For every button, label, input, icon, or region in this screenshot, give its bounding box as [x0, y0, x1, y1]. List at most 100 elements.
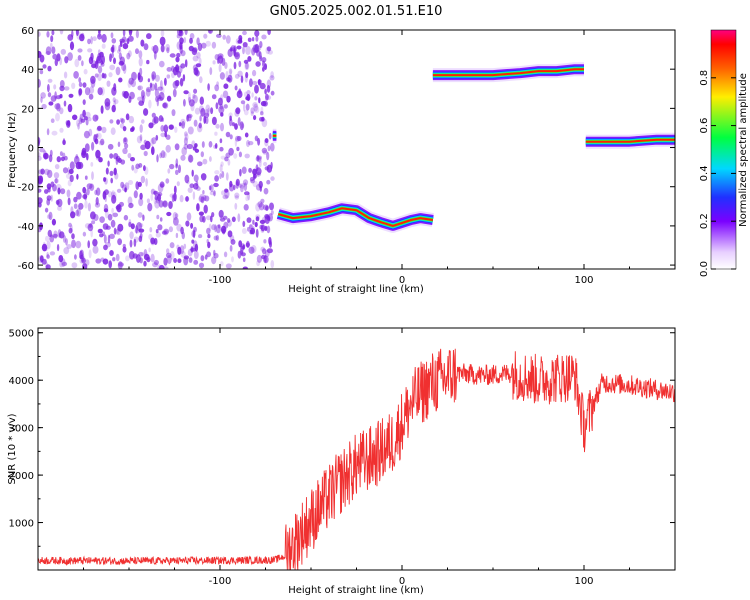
noise-dot: [174, 213, 179, 218]
noise-dot: [127, 153, 132, 159]
noise-dot: [239, 183, 245, 189]
noise-dot: [245, 62, 249, 70]
colorbar-tick-label: 0.2: [699, 213, 710, 229]
noise-dot: [179, 194, 184, 203]
noise-dot: [154, 199, 160, 209]
noise-dot: [159, 181, 165, 188]
noise-dot: [222, 34, 226, 40]
noise-dot: [193, 119, 198, 127]
noise-dot: [211, 224, 216, 231]
noise-dot: [74, 254, 77, 260]
noise-dot: [67, 103, 73, 113]
noise-dot: [45, 264, 51, 269]
noise-dot: [121, 36, 127, 44]
noise-dot: [128, 30, 133, 36]
noise-dot: [254, 84, 259, 94]
noise-dot: [84, 143, 90, 153]
noise-dot: [209, 156, 212, 162]
noise-dot: [62, 167, 69, 174]
noise-dot: [255, 35, 259, 42]
noise-dot: [199, 115, 202, 122]
noise-dot: [127, 196, 133, 205]
noise-dot: [76, 173, 79, 180]
snr-plot-area: [38, 348, 675, 570]
noise-dot: [106, 80, 111, 87]
noise-dot: [234, 195, 240, 200]
noise-dot: [157, 193, 162, 202]
noise-dot: [55, 95, 62, 100]
noise-dot: [51, 46, 56, 54]
noise-dot: [269, 75, 275, 81]
noise-dot: [239, 121, 244, 131]
noise-dot: [77, 122, 80, 130]
noise-dot: [45, 46, 52, 56]
noise-dot: [260, 111, 264, 116]
noise-dot: [259, 117, 264, 122]
noise-dot: [131, 164, 135, 171]
noise-dot: [115, 156, 119, 165]
noise-dot: [150, 83, 156, 91]
noise-dot: [150, 193, 154, 201]
noise-dot: [163, 230, 169, 236]
noise-dot: [261, 254, 266, 260]
noise-dot: [244, 132, 249, 138]
noise-dot: [38, 78, 41, 88]
noise-dot: [255, 228, 259, 238]
noise-dot: [143, 249, 148, 257]
noise-dot: [108, 72, 113, 78]
noise-dot: [233, 184, 236, 191]
noise-dot: [38, 176, 41, 181]
snr-ylabel: SNR (10 * v/v): [7, 413, 18, 484]
noise-dot: [237, 250, 242, 259]
noise-dot: [91, 141, 95, 151]
noise-dot: [81, 257, 86, 264]
noise-dot: [168, 201, 173, 209]
noise-dot: [230, 239, 236, 245]
noise-dot: [117, 238, 122, 246]
y-tick-label: 5000: [9, 329, 34, 340]
noise-dot: [178, 164, 181, 174]
noise-dot: [65, 238, 68, 246]
noise-dot: [38, 227, 42, 233]
noise-dot: [193, 226, 197, 233]
noise-dot: [139, 232, 143, 239]
snr-panel: -100 0 100 1000 2000 3000 4000 5000 Height of s…: [7, 327, 676, 596]
noise-dot: [46, 198, 51, 206]
noise-dot: [118, 262, 124, 267]
noise-dot: [200, 151, 204, 158]
noise-dot: [99, 216, 105, 224]
noise-dot: [183, 243, 187, 249]
noise-dot: [127, 35, 134, 42]
noise-dot: [154, 74, 160, 82]
noise-dot: [64, 56, 69, 64]
noise-dot: [247, 226, 250, 232]
noise-dot: [102, 190, 107, 200]
noise-dot: [115, 205, 121, 211]
noise-dot: [66, 189, 71, 198]
noise-dot: [252, 69, 257, 77]
noise-dot: [266, 248, 273, 254]
noise-dot: [113, 167, 117, 176]
noise-dot: [198, 122, 202, 129]
noise-dot: [217, 53, 224, 59]
noise-dot: [128, 115, 135, 124]
noise-dot: [41, 243, 48, 252]
noise-dot: [215, 102, 219, 110]
noise-dot: [75, 30, 79, 36]
noise-dot: [117, 157, 122, 163]
noise-dot: [260, 225, 266, 232]
noise-dot: [235, 107, 241, 115]
noise-dot: [122, 137, 128, 145]
noise-dot: [98, 30, 101, 34]
noise-dot: [255, 202, 261, 212]
noise-dot: [112, 191, 117, 200]
noise-dot: [70, 206, 74, 214]
noise-dot: [208, 30, 212, 34]
noise-dot: [166, 47, 170, 54]
colorbar-tick-label: 0.0: [699, 261, 710, 277]
noise-dot: [206, 251, 212, 258]
noise-dot: [75, 161, 82, 170]
noise-dot: [220, 261, 224, 267]
spectral-track: [585, 132, 675, 149]
noise-dot: [259, 41, 263, 48]
